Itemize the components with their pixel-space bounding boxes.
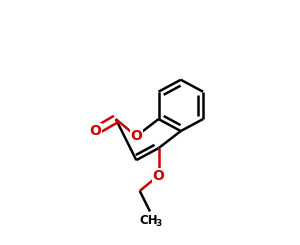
- Text: O: O: [153, 169, 164, 183]
- Text: O: O: [89, 124, 101, 138]
- Text: 3: 3: [155, 219, 161, 228]
- Text: O: O: [130, 129, 142, 143]
- Text: CH: CH: [140, 214, 158, 227]
